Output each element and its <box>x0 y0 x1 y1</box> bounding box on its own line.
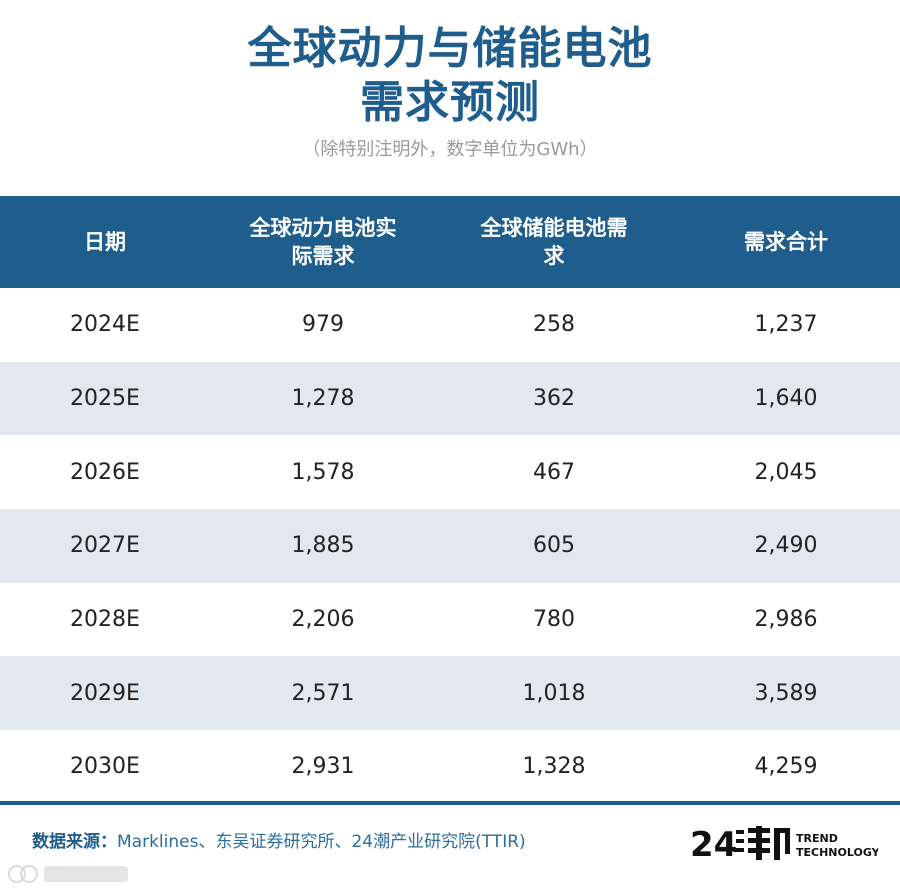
cell-date: 2027E <box>0 509 210 583</box>
cell-storage-demand: 362 <box>436 361 672 436</box>
brand-text-2: TECHNOLOGY <box>796 846 878 859</box>
title-block: 全球动力与储能电池 需求预测 （除特别注明外，数字单位为GWh） <box>0 22 900 162</box>
cell-total: 2,045 <box>672 435 900 510</box>
table-header-row: 日期 全球动力电池实际需求 全球储能电池需求 需求合计 <box>0 196 900 288</box>
table-row: 2030E 2,931 1,328 4,259 <box>0 730 900 804</box>
cell-date: 2028E <box>0 582 210 657</box>
table-body: 2024E 979 258 1,237 2025E 1,278 362 1,640 2026E 1… <box>0 288 900 804</box>
page-subtitle: （除特别注明外，数字单位为GWh） <box>302 139 598 160</box>
table-row: 2028E 2,206 780 2,986 <box>0 582 900 657</box>
cell-storage-demand: 467 <box>436 435 672 510</box>
watermark-logo-icon <box>8 865 128 883</box>
cell-storage-demand: 605 <box>436 509 672 583</box>
cell-total: 2,490 <box>672 509 900 583</box>
column-header-date-label: 日期 <box>84 230 126 254</box>
column-header-total: 需求合计 <box>672 196 900 288</box>
cell-total: 2,986 <box>672 582 900 657</box>
24chao-logo-icon: 24 TREND TECHNOLOGY <box>690 825 878 865</box>
column-header-storage-demand: 全球储能电池需求 <box>436 196 672 288</box>
cell-ev-demand: 1,578 <box>210 435 436 510</box>
page-title-line-1: 全球动力与储能电池 <box>247 23 653 74</box>
demand-table: 日期 全球动力电池实际需求 全球储能电池需求 需求合计 2024E 979 258 1… <box>0 196 900 804</box>
column-header-ev-demand: 全球动力电池实际需求 <box>210 196 436 288</box>
column-header-date: 日期 <box>0 196 210 288</box>
cell-total: 1,237 <box>672 288 900 362</box>
svg-text:24: 24 <box>690 825 737 865</box>
cell-storage-demand: 1,328 <box>436 730 672 804</box>
cell-storage-demand: 780 <box>436 582 672 657</box>
column-header-storage-demand-label: 全球储能电池需求 <box>480 216 628 268</box>
cell-storage-demand: 1,018 <box>436 656 672 731</box>
cell-ev-demand: 2,571 <box>210 656 436 731</box>
cell-total: 1,640 <box>672 361 900 436</box>
column-header-total-label: 需求合计 <box>744 230 828 254</box>
table-row: 2029E 2,571 1,018 3,589 <box>0 656 900 731</box>
cell-total: 3,589 <box>672 656 900 731</box>
cell-date: 2025E <box>0 361 210 436</box>
source-text: Marklines、东吴证券研究所、24潮产业研究院(TTIR) <box>117 832 526 852</box>
cell-ev-demand: 2,931 <box>210 730 436 804</box>
cell-date: 2030E <box>0 730 210 804</box>
page-title-line-2: 需求预测 <box>360 77 540 128</box>
table-row: 2025E 1,278 362 1,640 <box>0 361 900 436</box>
cell-total: 4,259 <box>672 730 900 804</box>
cell-ev-demand: 1,278 <box>210 361 436 436</box>
cell-storage-demand: 258 <box>436 288 672 362</box>
table-row: 2026E 1,578 467 2,045 <box>0 435 900 510</box>
cell-ev-demand: 979 <box>210 288 436 362</box>
table-row: 2024E 979 258 1,237 <box>0 288 900 362</box>
table-row: 2027E 1,885 605 2,490 <box>0 509 900 583</box>
cell-date: 2024E <box>0 288 210 362</box>
source-label: 数据来源： <box>32 832 117 852</box>
bottom-divider <box>0 801 900 805</box>
cell-ev-demand: 2,206 <box>210 582 436 657</box>
cell-ev-demand: 1,885 <box>210 509 436 583</box>
brand-text-1: TREND <box>796 832 838 845</box>
cell-date: 2026E <box>0 435 210 510</box>
column-header-ev-demand-label: 全球动力电池实际需求 <box>249 216 397 268</box>
cell-date: 2029E <box>0 656 210 731</box>
data-source: 数据来源：Marklines、东吴证券研究所、24潮产业研究院(TTIR) <box>32 829 526 855</box>
